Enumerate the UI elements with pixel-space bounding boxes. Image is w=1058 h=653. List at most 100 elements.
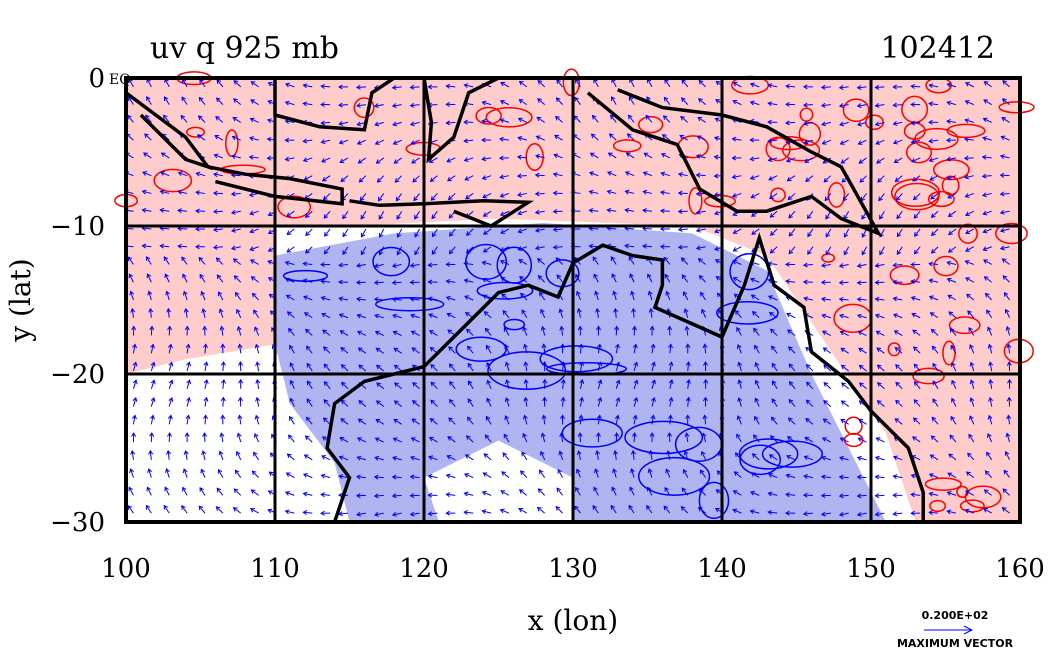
wind-vector-head <box>360 214 365 220</box>
wind-vector-head <box>677 227 683 232</box>
wind-vector <box>592 505 599 514</box>
wind-vector <box>575 79 581 88</box>
wind-vector-head <box>534 209 540 215</box>
wind-vector-head <box>216 487 222 493</box>
wind-vector <box>505 344 510 354</box>
negative-contour <box>761 440 823 468</box>
wind-vector <box>483 228 492 235</box>
wind-vector-head <box>482 248 488 253</box>
wind-vector <box>412 175 420 183</box>
wind-vector-head <box>202 325 208 331</box>
wind-vector-head <box>396 250 402 256</box>
wind-vector <box>286 246 295 253</box>
wind-vector <box>537 507 546 514</box>
wind-vector-head <box>803 455 809 461</box>
wind-vector-head <box>517 192 522 198</box>
wind-vector <box>755 362 760 372</box>
wind-vector <box>500 175 510 178</box>
wind-vector-head <box>393 159 399 164</box>
wind-vector <box>186 362 190 372</box>
wind-vector <box>893 512 903 515</box>
wind-vector-head <box>893 313 898 318</box>
wind-vector-head <box>946 175 952 181</box>
wind-vector <box>667 450 671 460</box>
wind-vector <box>216 257 224 265</box>
wind-vector <box>253 452 260 461</box>
wind-vector <box>678 173 688 177</box>
wind-vector-head <box>892 474 898 480</box>
wind-vector-head <box>767 138 773 144</box>
wind-vector-head <box>1002 488 1008 494</box>
wind-vector-head <box>429 177 435 183</box>
wind-vector <box>482 120 492 123</box>
wind-vector-head <box>141 207 147 213</box>
positive-contour <box>703 194 737 208</box>
wind-vector-head <box>910 492 916 498</box>
wind-vector <box>615 415 619 425</box>
wind-vector <box>946 157 957 161</box>
wind-vector-head <box>578 343 584 349</box>
wind-vector <box>178 191 188 194</box>
wind-vector <box>822 314 831 319</box>
wind-vector <box>356 263 366 267</box>
wind-vector <box>467 363 474 372</box>
wind-vector <box>751 192 760 199</box>
wind-vector <box>213 228 223 231</box>
wind-vector <box>929 157 939 162</box>
wind-vector-head <box>575 468 581 474</box>
wind-vector-head <box>338 455 344 461</box>
wind-vector <box>931 435 939 443</box>
wind-vector <box>803 121 813 125</box>
wind-vector-head <box>754 415 759 421</box>
wind-vector-head <box>668 396 674 402</box>
wind-vector-head <box>713 154 719 160</box>
wind-vector <box>734 471 742 478</box>
wind-vector-head <box>200 290 205 296</box>
wind-vector <box>950 416 957 425</box>
wind-vector-head <box>338 121 344 126</box>
wind-vector-head <box>177 243 182 249</box>
wind-vector-head <box>823 400 828 405</box>
wind-vector-head <box>1001 507 1007 512</box>
wind-vector <box>168 397 173 407</box>
wind-vector-head <box>486 344 491 350</box>
wind-vector-head <box>321 176 327 182</box>
wind-vector <box>752 311 760 319</box>
vector-legend-caption: MAXIMUM VECTOR <box>897 637 1014 650</box>
wind-vector <box>378 210 385 220</box>
wind-vector <box>198 257 206 265</box>
wind-vector <box>614 450 617 460</box>
wind-vector <box>607 209 617 212</box>
wind-vector <box>1006 433 1011 443</box>
wind-vector-head <box>521 451 526 457</box>
wind-vector <box>428 456 438 461</box>
wind-vector-head <box>892 492 897 498</box>
wind-vector <box>449 399 456 407</box>
wind-vector-head <box>949 434 955 440</box>
wind-vector <box>164 96 170 105</box>
wind-vector-head <box>131 432 137 437</box>
x-tick-label: 110 <box>250 554 300 584</box>
wind-vector <box>535 192 545 195</box>
wind-vector-head <box>858 159 864 164</box>
wind-vector-head <box>254 326 259 332</box>
wind-vector-head <box>446 176 452 182</box>
wind-vector-head <box>163 504 169 510</box>
wind-vector <box>732 138 742 141</box>
wind-vector <box>236 309 242 318</box>
wind-vector-head <box>947 248 953 253</box>
wind-vector <box>678 246 688 248</box>
wind-vector-head <box>951 379 956 385</box>
wind-vector-head <box>145 256 151 261</box>
wind-vector <box>219 309 224 318</box>
wind-vector-head <box>558 308 564 314</box>
wind-vector <box>303 279 313 283</box>
wind-vector-head <box>166 307 172 313</box>
wind-vector <box>432 228 438 237</box>
wind-vector <box>788 399 796 407</box>
wind-vector <box>160 171 170 177</box>
wind-vector-head <box>593 273 598 279</box>
wind-vector-head <box>231 227 236 233</box>
wind-vector <box>500 490 510 496</box>
wind-vector-head <box>504 415 509 421</box>
